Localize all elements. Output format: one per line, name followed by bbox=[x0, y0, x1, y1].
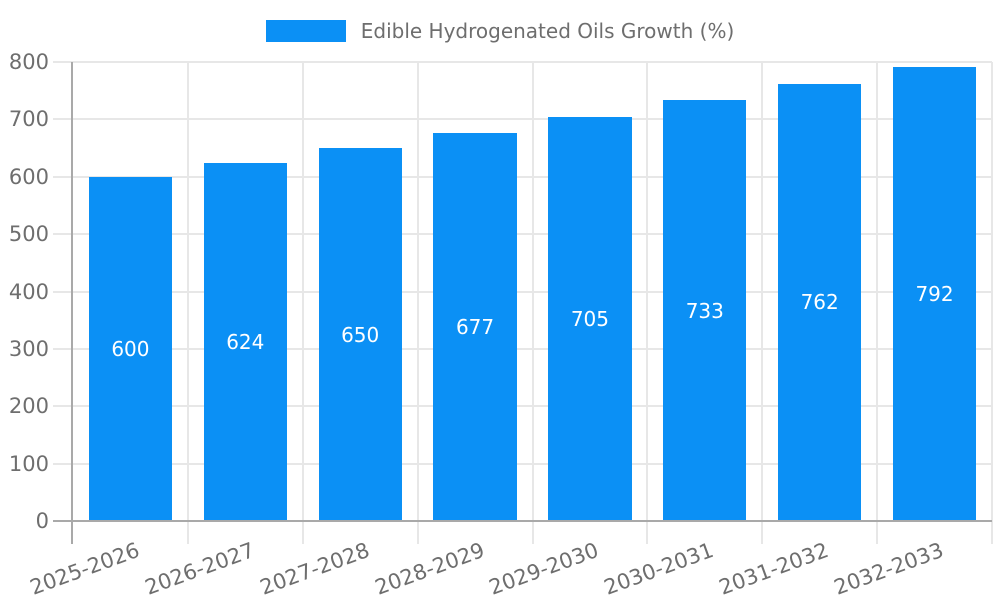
bar-value-label: 624 bbox=[226, 329, 265, 354]
v-gridline bbox=[876, 62, 879, 544]
h-gridline bbox=[53, 175, 992, 178]
h-gridline bbox=[53, 347, 992, 350]
x-axis-tick-label: 2031-2032 bbox=[716, 538, 832, 600]
bar-2026-2027[interactable] bbox=[203, 162, 287, 521]
bar-2028-2029[interactable] bbox=[433, 132, 517, 521]
bar-value-label: 762 bbox=[800, 290, 839, 315]
y-axis-tick-label: 0 bbox=[35, 509, 49, 533]
x-axis-tick-label: 2029-2030 bbox=[486, 538, 603, 600]
h-gridline bbox=[53, 233, 992, 236]
x-axis-tick-label: 2027-2028 bbox=[256, 538, 373, 600]
h-gridline bbox=[53, 405, 992, 408]
bar-2032-2033[interactable] bbox=[892, 66, 977, 521]
v-gridline bbox=[531, 62, 534, 544]
bar-2030-2031[interactable] bbox=[663, 100, 747, 521]
h-gridline bbox=[53, 118, 992, 121]
v-gridline bbox=[416, 62, 419, 544]
x-axis-tick-label: 2026-2027 bbox=[141, 538, 258, 600]
y-axis-tick-label: 700 bbox=[8, 107, 49, 132]
bar-2027-2028[interactable] bbox=[318, 148, 402, 521]
x-axis-tick-label: 2025-2026 bbox=[26, 538, 143, 600]
v-gridline bbox=[761, 62, 764, 544]
y-axis-tick-label: 200 bbox=[8, 394, 49, 419]
v-gridline bbox=[301, 62, 304, 544]
y-axis-tick-label: 400 bbox=[8, 279, 49, 304]
x-axis-tick-label: 2030-2031 bbox=[601, 538, 718, 600]
legend-item[interactable]: Edible Hydrogenated Oils Growth (%) bbox=[265, 19, 735, 43]
x-axis-tick-label: 2028-2029 bbox=[371, 538, 488, 600]
y-axis-tick-label: 100 bbox=[8, 451, 49, 476]
v-gridline bbox=[186, 62, 189, 544]
v-gridline bbox=[991, 62, 993, 544]
h-gridline bbox=[53, 462, 992, 465]
y-axis-tick-label: 600 bbox=[8, 164, 49, 189]
y-axis-tick-label: 500 bbox=[8, 222, 49, 247]
legend: Edible Hydrogenated Oils Growth (%) bbox=[0, 19, 1000, 43]
y-axis-tick-label: 300 bbox=[8, 336, 49, 361]
legend-label: Edible Hydrogenated Oils Growth (%) bbox=[360, 19, 735, 43]
h-gridline bbox=[53, 61, 992, 63]
bar-value-label: 792 bbox=[915, 281, 954, 306]
h-gridline bbox=[53, 290, 992, 293]
x-axis-line bbox=[53, 520, 992, 522]
x-axis-tick-label: 2032-2033 bbox=[830, 538, 947, 600]
v-gridline bbox=[646, 62, 649, 544]
bar-2029-2030[interactable] bbox=[548, 116, 632, 521]
bar-value-label: 677 bbox=[455, 314, 495, 339]
bar-value-label: 650 bbox=[341, 322, 380, 347]
bar-2025-2026[interactable] bbox=[88, 176, 173, 521]
bar-value-label: 600 bbox=[111, 336, 150, 361]
bar-value-label: 733 bbox=[685, 298, 724, 323]
bar-2031-2032[interactable] bbox=[778, 83, 862, 521]
bar-value-label: 705 bbox=[570, 306, 610, 331]
y-axis-line bbox=[71, 62, 73, 544]
y-axis-tick-label: 800 bbox=[8, 50, 49, 74]
legend-swatch bbox=[265, 20, 346, 42]
